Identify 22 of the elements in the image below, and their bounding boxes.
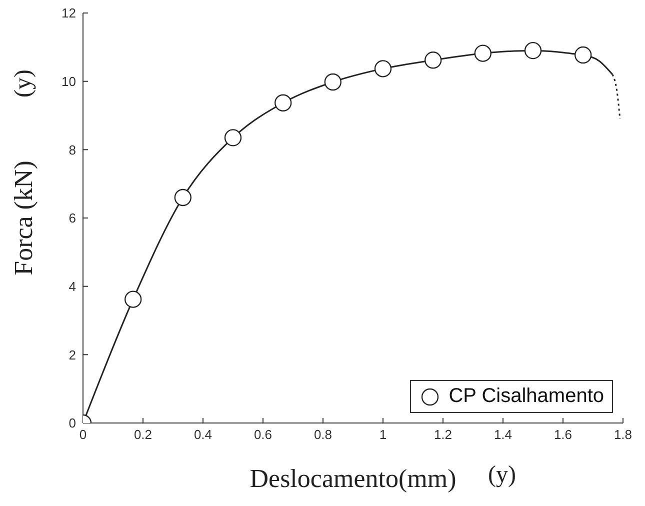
y-tick-label: 12 [62,6,76,21]
x-tick-label: 1.4 [494,427,512,442]
y-tick-label: 0 [68,416,76,431]
text: (y) [488,462,516,489]
legend-label: CP Cisalhamento [448,385,604,408]
x-tick-label: 1.6 [554,427,572,442]
y-tick-label: 4 [68,278,76,294]
x-tick-label: 0.8 [314,427,332,442]
x-tick-label: 0.6 [254,427,272,442]
y-tick-label: 10 [62,74,76,89]
y-tick-label: 6 [68,210,76,226]
x-axis-title: Deslocamento(mm) [250,464,456,493]
x-tick-label: 0 [79,427,87,442]
x-tick-label: 1.8 [614,427,632,442]
y-tick-label: 2 [68,347,76,362]
text: (y) [10,70,38,98]
x-tick-label: 0.2 [134,427,152,442]
x-tick-label: 1.2 [434,427,452,442]
y-tick-label: 8 [68,142,76,158]
x-tick-label: 1 [379,427,387,442]
x-tick-label: 0.4 [194,427,212,442]
y-axis-title: Forca (kN) [9,160,38,276]
